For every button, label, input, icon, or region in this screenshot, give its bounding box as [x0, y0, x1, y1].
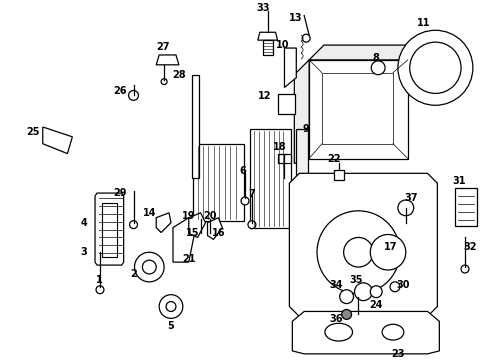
Text: 34: 34: [329, 280, 343, 290]
Bar: [322, 73, 393, 144]
Bar: [193, 144, 244, 221]
Text: 23: 23: [391, 349, 405, 359]
Circle shape: [135, 252, 164, 282]
Text: 22: 22: [327, 153, 341, 163]
Polygon shape: [156, 55, 179, 65]
Circle shape: [370, 234, 406, 270]
Text: 20: 20: [204, 211, 217, 221]
Text: 27: 27: [156, 42, 170, 52]
Text: 6: 6: [240, 166, 246, 176]
Circle shape: [340, 290, 353, 303]
Circle shape: [161, 78, 167, 85]
Circle shape: [129, 221, 138, 229]
Text: 17: 17: [384, 242, 398, 252]
Text: 15: 15: [186, 228, 199, 238]
Polygon shape: [258, 32, 277, 40]
Text: 28: 28: [172, 70, 186, 80]
Text: 21: 21: [182, 254, 196, 264]
Circle shape: [371, 61, 385, 75]
Polygon shape: [285, 48, 296, 87]
Text: 10: 10: [276, 40, 289, 50]
Text: 33: 33: [256, 3, 270, 13]
Polygon shape: [309, 45, 422, 60]
Text: 2: 2: [130, 269, 137, 279]
Text: 11: 11: [417, 18, 430, 28]
Text: 16: 16: [212, 228, 225, 238]
Text: 3: 3: [81, 247, 88, 257]
Polygon shape: [293, 311, 440, 354]
Polygon shape: [277, 154, 292, 163]
Bar: [192, 75, 198, 178]
Circle shape: [302, 34, 310, 42]
Text: 25: 25: [26, 127, 40, 137]
Circle shape: [410, 42, 461, 94]
Text: 1: 1: [96, 275, 102, 285]
Text: 30: 30: [396, 280, 410, 290]
Text: 26: 26: [113, 86, 126, 96]
Circle shape: [398, 30, 473, 105]
Polygon shape: [290, 173, 438, 316]
Polygon shape: [207, 218, 222, 239]
Text: 7: 7: [248, 189, 255, 199]
Bar: [277, 94, 295, 114]
Circle shape: [390, 282, 400, 292]
Polygon shape: [173, 218, 196, 262]
Text: 35: 35: [350, 275, 363, 285]
Text: 4: 4: [81, 218, 88, 228]
Text: 9: 9: [303, 124, 310, 134]
Polygon shape: [294, 60, 309, 163]
Circle shape: [166, 302, 176, 311]
Bar: [309, 60, 408, 158]
Bar: [250, 129, 292, 228]
Text: 19: 19: [182, 211, 196, 221]
Text: 24: 24: [369, 300, 383, 310]
Circle shape: [317, 211, 400, 294]
Polygon shape: [334, 170, 343, 180]
Circle shape: [248, 221, 256, 229]
Circle shape: [398, 200, 414, 216]
Polygon shape: [156, 213, 171, 233]
Circle shape: [143, 260, 156, 274]
Text: 29: 29: [113, 188, 126, 198]
Bar: [455, 188, 477, 226]
Polygon shape: [43, 127, 73, 154]
Text: 32: 32: [463, 242, 477, 252]
Polygon shape: [95, 193, 123, 265]
Circle shape: [343, 238, 373, 267]
Circle shape: [96, 286, 104, 294]
Circle shape: [241, 197, 249, 205]
Polygon shape: [189, 213, 205, 238]
Text: 5: 5: [168, 321, 174, 331]
Text: 14: 14: [143, 208, 156, 218]
Polygon shape: [263, 40, 272, 55]
Circle shape: [342, 310, 351, 319]
Circle shape: [461, 265, 469, 273]
Text: 37: 37: [404, 193, 417, 203]
Bar: [102, 203, 117, 257]
Text: 8: 8: [373, 53, 380, 63]
Text: 13: 13: [289, 13, 302, 23]
Text: 12: 12: [258, 91, 271, 102]
Circle shape: [354, 283, 372, 301]
Bar: [296, 129, 308, 238]
Circle shape: [159, 295, 183, 318]
Text: 36: 36: [329, 314, 343, 324]
Circle shape: [128, 90, 139, 100]
Text: 18: 18: [273, 142, 286, 152]
Circle shape: [370, 286, 382, 298]
Text: 31: 31: [452, 176, 466, 186]
